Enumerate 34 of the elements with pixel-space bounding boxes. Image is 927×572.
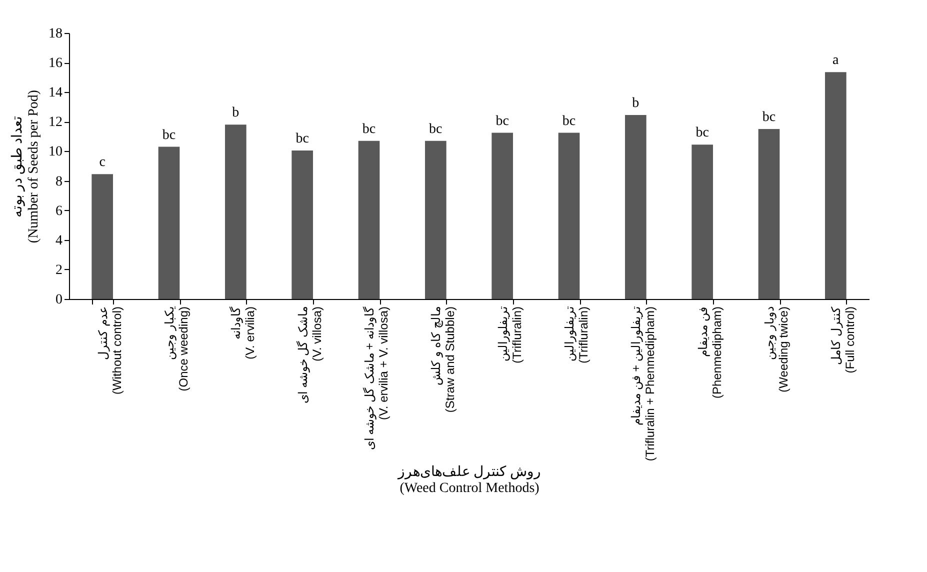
- bar: [92, 174, 113, 299]
- data-label: c: [99, 155, 106, 170]
- bar: [158, 146, 180, 299]
- data-label: bc: [696, 126, 709, 141]
- data-label: bc: [762, 110, 776, 126]
- data-label: bc: [429, 122, 442, 137]
- y-tick-label: 4: [56, 233, 62, 248]
- bar: [825, 72, 846, 299]
- y-tick-label: 6: [56, 204, 62, 219]
- y-tick-label: 12: [48, 115, 62, 130]
- bar: [425, 140, 446, 299]
- data-label: bc: [562, 114, 576, 129]
- y-tick-label: 0: [56, 292, 62, 308]
- data-label: b: [632, 96, 640, 112]
- y-tick-label: 10: [48, 144, 62, 160]
- bar: [558, 132, 580, 299]
- y-tick-label: 2: [56, 262, 62, 278]
- data-label: bc: [362, 122, 376, 137]
- data-label: a: [832, 53, 840, 68]
- bar: [292, 150, 313, 299]
- y-tick-label: 14: [48, 86, 62, 101]
- y-tick-label: 16: [48, 56, 62, 72]
- y-tick-label: 8: [56, 174, 62, 190]
- bar: [758, 129, 780, 299]
- data-label: b: [232, 106, 240, 121]
- bar: [225, 124, 246, 299]
- bar: [625, 115, 646, 299]
- bar: [492, 132, 513, 299]
- data-label: bc: [496, 114, 509, 129]
- data-label: bc: [296, 131, 309, 146]
- y-tick-label: 18: [48, 26, 62, 42]
- bar: [692, 144, 713, 299]
- bar: [358, 140, 380, 299]
- data-label: bc: [162, 128, 176, 143]
